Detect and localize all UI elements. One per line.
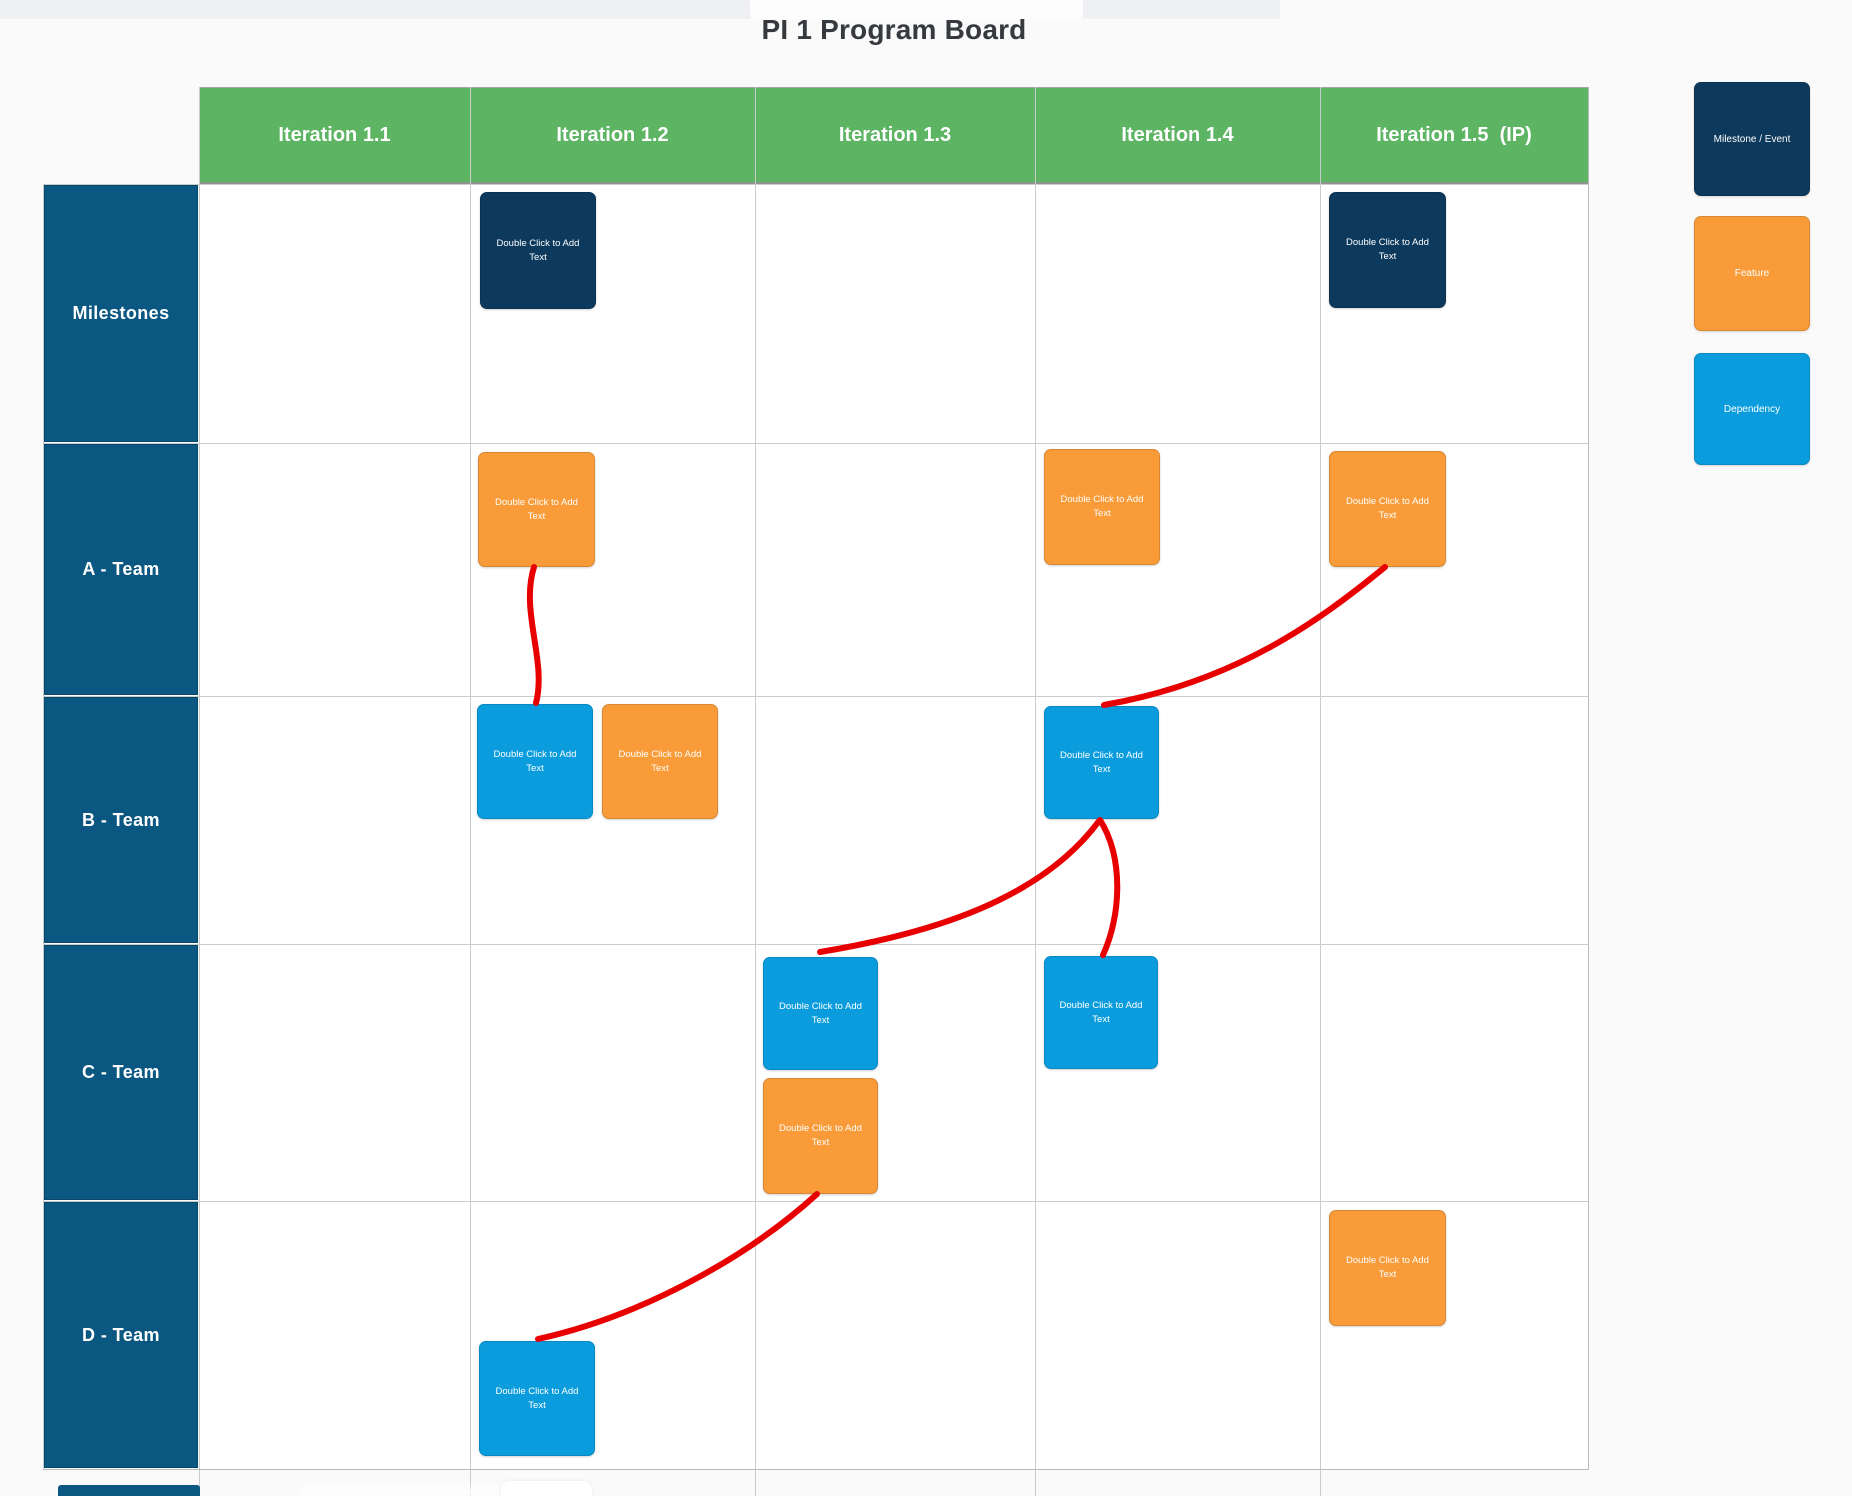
feature-card[interactable]: Double Click to Add Text <box>602 704 718 819</box>
card-label: Double Click to Add Text <box>1060 749 1143 775</box>
feature-card[interactable]: Double Click to Add Text <box>478 452 595 567</box>
dependency-curve-b14-c14[interactable] <box>1097 817 1121 958</box>
grid-line <box>43 944 1589 945</box>
grid-line <box>755 87 756 1496</box>
grid-line <box>199 87 200 1496</box>
card-label: Double Click to Add Text <box>618 748 702 774</box>
dependency-curve-c13-d12[interactable] <box>535 1191 820 1342</box>
iteration-header-4[interactable]: Iteration 1.4 <box>1121 123 1234 146</box>
dependency-card[interactable]: Double Click to Add Text <box>763 957 878 1070</box>
top-strip-right <box>1083 0 1280 19</box>
card-label: Double Click to Add Text <box>1346 496 1429 521</box>
card-label: Double Click to Add Text <box>493 748 577 774</box>
card-label: Double Click to Add Text <box>1346 1255 1429 1280</box>
dependency-card[interactable]: Double Click to Add Text <box>479 1341 595 1456</box>
row-header-milestones[interactable]: Milestones <box>44 185 198 442</box>
legend-label: Dependency <box>1723 403 1781 415</box>
grid-line <box>1588 87 1589 1470</box>
feature-card[interactable]: Double Click to Add Text <box>1044 449 1160 565</box>
milestone-card[interactable]: Double Click to Add Text <box>480 192 596 309</box>
iteration-header-2[interactable]: Iteration 1.2 <box>556 123 669 146</box>
grid-line <box>43 1469 1589 1470</box>
card-label: Double Click to Add Text <box>496 237 580 263</box>
row-header-a-team[interactable]: A - Team <box>44 444 198 695</box>
grid-line <box>1035 87 1036 1496</box>
iteration-header-5[interactable]: Iteration 1.5 (IP) <box>1376 123 1532 146</box>
dependency-card[interactable]: Double Click to Add Text <box>477 704 593 819</box>
partial-row-header[interactable] <box>58 1485 200 1496</box>
grid-line <box>43 184 44 1470</box>
iteration-header-3[interactable]: Iteration 1.3 <box>838 123 952 146</box>
grid-line <box>43 443 1589 444</box>
dependency-card[interactable]: Double Click to Add Text <box>1044 706 1159 819</box>
card-label: Double Click to Add Text <box>495 496 578 522</box>
legend-label: Feature <box>1734 268 1770 279</box>
iteration-header-1[interactable]: Iteration 1.1 <box>278 123 391 146</box>
row-header-b-team[interactable]: B - Team <box>44 697 198 943</box>
top-strip-left <box>0 0 750 19</box>
feature-card[interactable]: Double Click to Add Text <box>763 1078 878 1194</box>
row-header-d-team[interactable]: D - Team <box>44 1202 198 1468</box>
feature-card[interactable]: Double Click to Add Text <box>1329 451 1446 567</box>
top-strip-center <box>750 0 1083 19</box>
legend-feature-card[interactable]: Feature <box>1694 216 1810 331</box>
dependency-curve-a12-b12[interactable] <box>526 564 542 706</box>
grid-line <box>1320 87 1321 1496</box>
feature-card[interactable]: Double Click to Add Text <box>1329 1210 1446 1326</box>
dependency-curve-c13-b14[interactable] <box>817 818 1102 955</box>
grid-line <box>43 184 1589 185</box>
card-label: Double Click to Add Text <box>1346 237 1429 262</box>
dependency-card[interactable]: Double Click to Add Text <box>1044 956 1158 1069</box>
page-title[interactable]: PI 1 Program Board <box>761 14 1027 45</box>
grid-line <box>43 1201 1589 1202</box>
row-header-c-team[interactable]: C - Team <box>44 945 198 1200</box>
card-label: Double Click to Add Text <box>495 1385 579 1411</box>
legend-dependency-card[interactable]: Dependency <box>1694 353 1810 465</box>
legend-milestone-card[interactable]: Milestone / Event <box>1694 82 1810 196</box>
partial-card[interactable] <box>501 1481 592 1496</box>
card-label: Double Click to Add Text <box>1059 999 1143 1025</box>
iteration-header-bar <box>199 87 1589 184</box>
grid-line <box>470 87 471 1496</box>
card-label: Double Click to Add Text <box>779 1000 862 1026</box>
card-label: Double Click to Add Text <box>1060 494 1144 519</box>
card-label: Double Click to Add Text <box>779 1123 862 1148</box>
dependency-curve-a15-b14[interactable] <box>1101 564 1388 708</box>
legend-label: Milestone / Event <box>1713 133 1791 145</box>
partial-card-highlight <box>300 1487 592 1496</box>
milestone-card[interactable]: Double Click to Add Text <box>1329 192 1446 308</box>
grid-line <box>43 696 1589 697</box>
